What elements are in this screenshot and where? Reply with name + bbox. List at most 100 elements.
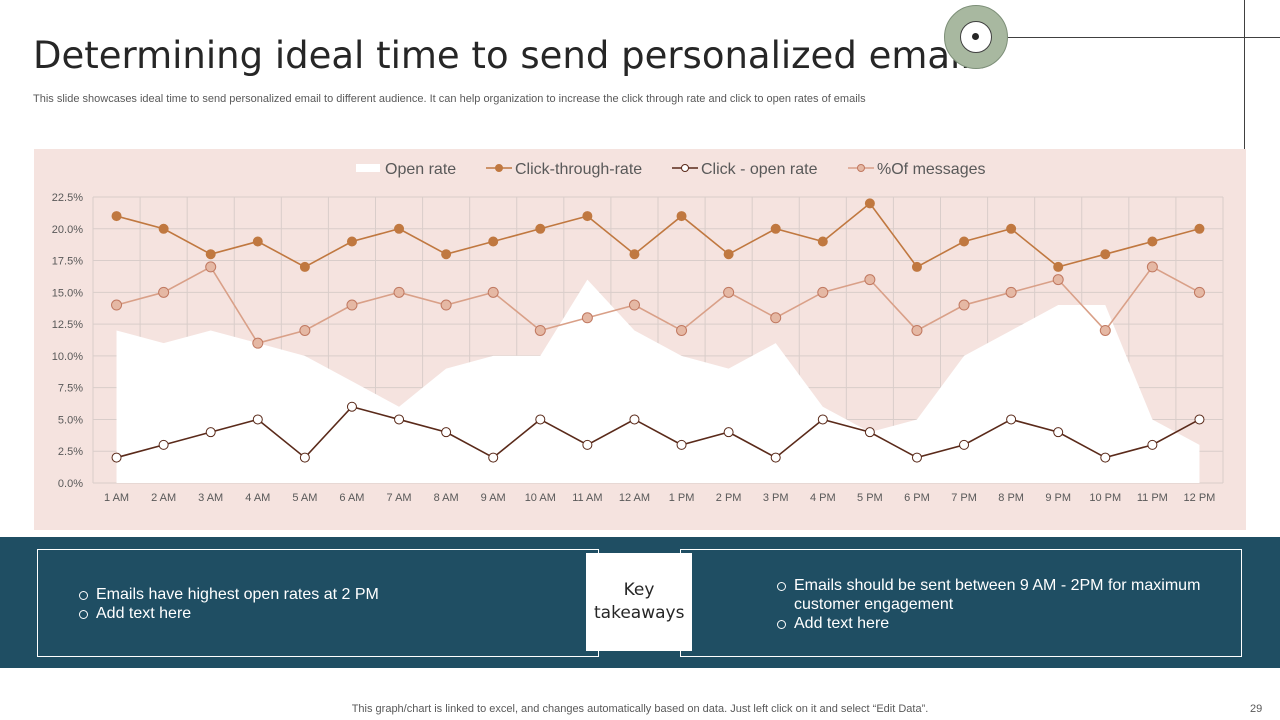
slide-subtitle: This slide showcases ideal time to send … <box>33 93 866 105</box>
y-tick-label: 7.5% <box>58 383 83 395</box>
x-tick-label: 1 PM <box>669 492 695 504</box>
data-point-click-through-rate <box>864 198 875 209</box>
data-point-click-open-rate <box>770 452 781 463</box>
x-tick-label: 9 AM <box>481 492 506 504</box>
x-tick-label: 3 PM <box>763 492 789 504</box>
series-line-click-through-rate <box>116 202 1200 268</box>
data-point-of-messages <box>817 286 829 298</box>
takeaways-right-list: Emails should be sent between 9 AM - 2PM… <box>775 576 1215 633</box>
data-point-of-messages <box>1005 286 1017 298</box>
data-point-of-messages <box>393 286 405 298</box>
data-point-of-messages <box>911 324 923 336</box>
data-point-click-open-rate <box>676 439 687 450</box>
data-point-click-through-rate <box>205 249 216 260</box>
y-tick-label: 20.0% <box>52 224 83 236</box>
data-point-click-through-rate <box>441 249 452 260</box>
x-tick-label: 2 AM <box>151 492 176 504</box>
data-point-of-messages <box>770 312 782 324</box>
data-point-click-through-rate <box>1053 261 1064 272</box>
data-point-click-open-rate <box>817 414 828 425</box>
x-tick-label: 8 PM <box>998 492 1024 504</box>
takeaway-item: Emails should be sent between 9 AM - 2PM… <box>775 576 1215 614</box>
data-point-of-messages <box>628 299 640 311</box>
data-point-of-messages <box>440 299 452 311</box>
data-point-click-open-rate <box>1006 414 1017 425</box>
takeaways-left-list: Emails have highest open rates at 2 PM A… <box>77 585 379 623</box>
y-tick-label: 0.0% <box>58 478 83 490</box>
legend-label: %Of messages <box>877 161 985 178</box>
slide-title: Determining ideal time to send personali… <box>33 34 990 77</box>
data-point-click-through-rate <box>158 223 169 234</box>
data-point-click-open-rate <box>1053 427 1064 438</box>
x-tick-label: 4 AM <box>245 492 270 504</box>
data-point-click-open-rate <box>629 414 640 425</box>
data-point-click-through-rate <box>252 236 263 247</box>
data-point-click-open-rate <box>111 452 122 463</box>
data-point-click-through-rate <box>1006 223 1017 234</box>
x-tick-label: 12 PM <box>1184 492 1216 504</box>
footer-note: This graph/chart is linked to excel, and… <box>351 703 929 715</box>
data-point-click-through-rate <box>629 249 640 260</box>
data-point-click-open-rate <box>582 439 593 450</box>
takeaway-item: Emails have highest open rates at 2 PM <box>77 585 379 604</box>
legend-swatch <box>356 164 380 172</box>
data-point-click-through-rate <box>911 261 922 272</box>
x-tick-label: 4 PM <box>810 492 836 504</box>
data-point-click-through-rate <box>394 223 405 234</box>
key-takeaways-box: Key takeaways <box>586 553 692 651</box>
data-point-click-open-rate <box>1100 452 1111 463</box>
x-tick-label: 1 AM <box>104 492 129 504</box>
x-tick-label: 7 PM <box>951 492 977 504</box>
takeaway-item: Add text here <box>775 614 1215 633</box>
data-point-of-messages <box>958 299 970 311</box>
legend-marker <box>857 164 865 172</box>
series-line-of-messages <box>116 265 1200 345</box>
data-point-click-through-rate <box>723 249 734 260</box>
y-tick-label: 2.5% <box>58 446 83 458</box>
x-tick-label: 5 PM <box>857 492 883 504</box>
y-tick-label: 5.0% <box>58 414 83 426</box>
x-tick-label: 2 PM <box>716 492 742 504</box>
data-point-click-open-rate <box>394 414 405 425</box>
data-point-of-messages <box>111 299 123 311</box>
takeaway-item: Add text here <box>77 604 379 623</box>
data-point-click-open-rate <box>441 427 452 438</box>
y-tick-label: 17.5% <box>52 256 83 268</box>
legend-label: Click-through-rate <box>515 161 642 178</box>
x-tick-label: 6 PM <box>904 492 930 504</box>
data-point-of-messages <box>487 286 499 298</box>
x-tick-label: 9 PM <box>1045 492 1071 504</box>
data-point-of-messages <box>1146 261 1158 273</box>
legend-marker <box>681 164 689 172</box>
data-point-of-messages <box>205 261 217 273</box>
data-point-click-open-rate <box>252 414 263 425</box>
data-point-of-messages <box>299 324 311 336</box>
legend-label: Open rate <box>385 161 456 178</box>
x-tick-label: 7 AM <box>387 492 412 504</box>
data-point-of-messages <box>676 324 688 336</box>
data-point-click-open-rate <box>488 452 499 463</box>
data-point-of-messages <box>158 286 170 298</box>
y-tick-label: 10.0% <box>52 351 83 363</box>
data-point-of-messages <box>581 312 593 324</box>
data-point-of-messages <box>1099 324 1111 336</box>
line-chart: 0.0% 2.5% 5.0% 7.5% 10.0% 12.5% 15.0% 17.5% 20.0… <box>52 161 1224 504</box>
x-tick-label: 8 AM <box>434 492 459 504</box>
data-point-click-open-rate <box>864 427 875 438</box>
x-tick-label: 11 PM <box>1137 492 1168 504</box>
data-point-click-open-rate <box>299 452 310 463</box>
data-point-click-through-rate <box>676 211 687 222</box>
data-point-click-open-rate <box>1194 414 1205 425</box>
data-point-click-open-rate <box>1147 439 1158 450</box>
y-tick-label: 12.5% <box>52 319 83 331</box>
data-point-click-through-rate <box>582 211 593 222</box>
data-point-click-open-rate <box>959 439 970 450</box>
data-point-click-open-rate <box>535 414 546 425</box>
data-point-click-through-rate <box>770 223 781 234</box>
data-point-click-open-rate <box>346 401 357 412</box>
data-point-of-messages <box>723 286 735 298</box>
x-tick-label: 11 AM <box>572 492 602 504</box>
series-area-open-rate <box>116 279 1200 483</box>
y-tick-label: 22.5% <box>52 192 83 204</box>
data-point-click-through-rate <box>817 236 828 247</box>
